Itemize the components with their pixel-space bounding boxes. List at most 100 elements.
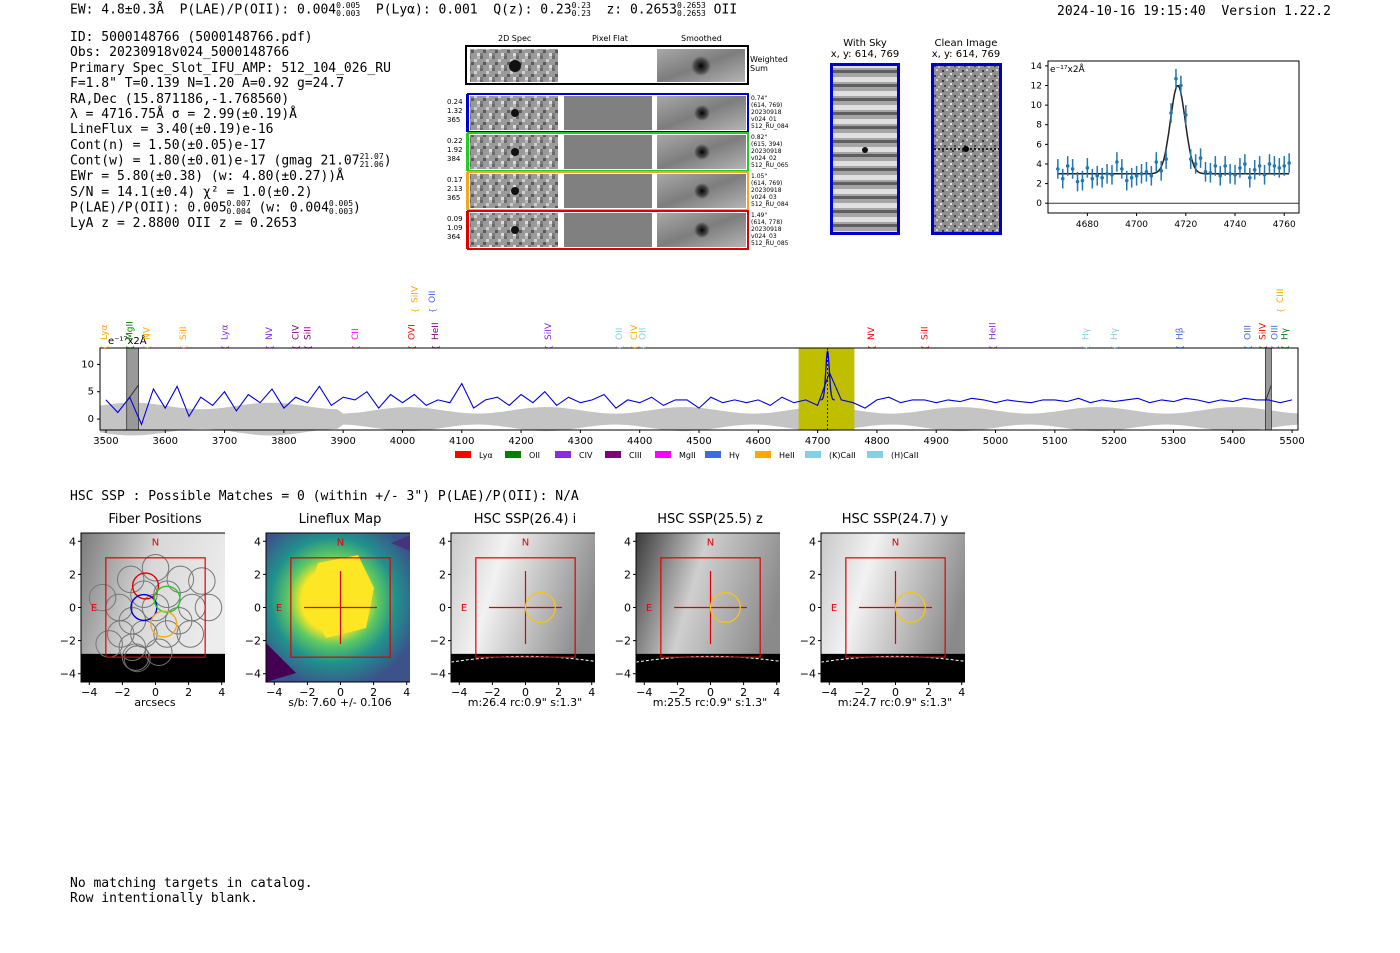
east-label: E [276,603,282,614]
hsc-xtick-label: −2 [114,686,130,699]
with-sky-source [862,147,868,153]
fiber-row-color-bar [466,94,469,132]
fiber-smooth-source [694,183,710,199]
detection-info: ID: 5000148766 (5000148766.pdf) Obs: 202… [70,30,392,231]
fit-data-point [1085,166,1090,170]
header-plya: P(Lyα): 0.001 [375,2,478,18]
fit-data-point [1223,164,1227,168]
info-obs: Obs: 20230918v024_5000148766 [70,45,290,61]
fit-ytick-label: 12 [1031,82,1042,92]
hsc-masked-strip [636,653,780,682]
fit-data-point [1213,164,1218,168]
hsc-ytick-label: −4 [245,668,261,681]
spec-line-marker-tick: { [100,345,109,350]
spec-xtick-label: 5400 [1220,436,1245,447]
hsc-masked-strip [821,653,965,682]
spec-line-marker-tick: { [126,345,135,350]
hsc-xtick-label: 0 [892,686,899,699]
hsc-ytick-label: −2 [615,635,631,648]
spec-line-marker-tick: { [1244,345,1253,350]
fiber-smooth-source [694,222,710,238]
info-fwhm: F=1.8" T=0.139 N=1.20 A=0.92 g=24.7 [70,76,344,92]
header-qz: Q(z): 0.23 [493,2,572,18]
spec-xtick-label: 4500 [686,436,711,447]
spec-masked-band [1264,347,1272,431]
north-label: N [522,537,529,548]
hsc-edge-curve [450,655,595,663]
search-box [660,557,761,658]
hsc-xtick-label: −2 [299,686,315,699]
fiber-pixel-flat [564,213,652,247]
spec-line-marker-tick: { [989,345,998,350]
spec-xtick-label: 5300 [1161,436,1186,447]
col-header-2d: 2D Spec [498,34,532,43]
spec-line-marker-label: OII [615,328,625,340]
hsc-panel: N E −4 −4 −2 −2 0 0 2 2 4 4 [60,532,225,699]
legend-label: HeII [779,451,795,460]
fiber-circle [145,638,173,666]
fiber-row-color-bar [466,211,469,249]
hsc-ytick-label: −2 [800,635,816,648]
hsc-xtick-label: 0 [707,686,714,699]
fit-data-point [1188,157,1193,161]
hsc-ytick-label: −4 [430,668,446,681]
hsc-ytick-label: 2 [439,568,446,581]
weighted-2d-source [509,60,521,72]
legend-swatch [505,451,521,458]
spec-masked-band [126,347,139,431]
spec-line-marker-label: Lyα [100,324,110,340]
fit-ytick-label: 10 [1031,101,1043,111]
hsc-masked-strip [81,653,225,682]
spec-line-marker-label: MgII [126,321,136,340]
spec-line-marker-label: OII [428,291,438,303]
spec-line-marker-label: NV [142,326,152,340]
fit-data-point [1090,176,1095,181]
fit-data-point [1124,178,1129,183]
fiber-circle [141,554,170,582]
fiber-2d-source [511,148,519,156]
fiber-pixel-flat [564,96,652,130]
spec-xtick-label: 5000 [983,436,1008,447]
spec-line-marker-label: HeII [989,322,999,340]
hsc-ytick-label: 2 [69,568,76,581]
spec-line-marker-tick: { [407,345,416,350]
fit-data-point [1154,160,1159,164]
spec-xtick-label: 4600 [746,436,771,447]
lineflux-low [266,643,296,682]
spec-line-marker-label: Hγ [1082,327,1092,340]
legend-swatch [605,451,621,458]
spec-xtick-label: 3600 [153,436,178,447]
info-lambda: λ = 4716.75Å σ = 2.99(±0.19)Å [70,107,297,123]
fit-data-point [1075,179,1080,184]
spec-xtick-label: 5100 [1042,436,1067,447]
fit-data-point [1233,172,1237,177]
spec-line-marker-tick: { [1110,345,1119,350]
fiber-row-info: 1.49" (614, 778) 20230918 v024_03 512_RU_085 [751,212,789,247]
fit-data-point [1218,173,1223,178]
fit-plot-frame [1047,60,1300,214]
legend-label: OII [529,451,540,460]
info-contw: Cont(w) = 1.80(±0.01)e-17 (gmag 21.07 21.… [70,152,392,170]
fit-xtick-label: 4740 [1224,220,1247,230]
fit-data-point [1198,156,1203,160]
hsc-ytick-label: 4 [624,535,631,548]
spec-line-marker-tick: { [179,345,188,350]
hsc-panel-title: HSC SSP(24.7) y [841,512,949,527]
hsc-xtick-label: 0 [522,686,529,699]
hsc-ytick-label: 2 [254,568,261,581]
spec-line-marker-label: Hγ [1110,327,1120,340]
hsc-panel-caption: arcsecs [134,696,176,709]
fiber-row-weights: 0.22 1.92 384 [447,137,463,163]
fit-data-point [1252,168,1257,172]
spec-xtick-label: 3500 [93,436,118,447]
hsc-xtick-label: 0 [152,686,159,699]
legend-label: Lyα [479,451,493,460]
fit-data-point [1095,173,1100,178]
east-label: E [91,603,97,614]
spec-line-marker-label: HeII [431,322,441,340]
spec-xtick-label: 5200 [1101,436,1126,447]
spec-line-marker-tick: { [630,345,639,350]
spec-line-marker-label: CIV [630,324,640,340]
fit-data-point [1056,167,1060,171]
fit-ylabel: e⁻¹⁷x2Å [1050,63,1086,75]
